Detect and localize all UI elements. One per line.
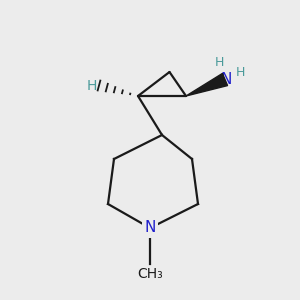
Text: H: H xyxy=(214,56,224,70)
Text: H: H xyxy=(86,79,97,92)
Text: CH₃: CH₃ xyxy=(137,267,163,281)
Text: N: N xyxy=(221,72,232,87)
Text: N: N xyxy=(144,220,156,236)
Text: H: H xyxy=(235,65,245,79)
Polygon shape xyxy=(186,74,228,96)
